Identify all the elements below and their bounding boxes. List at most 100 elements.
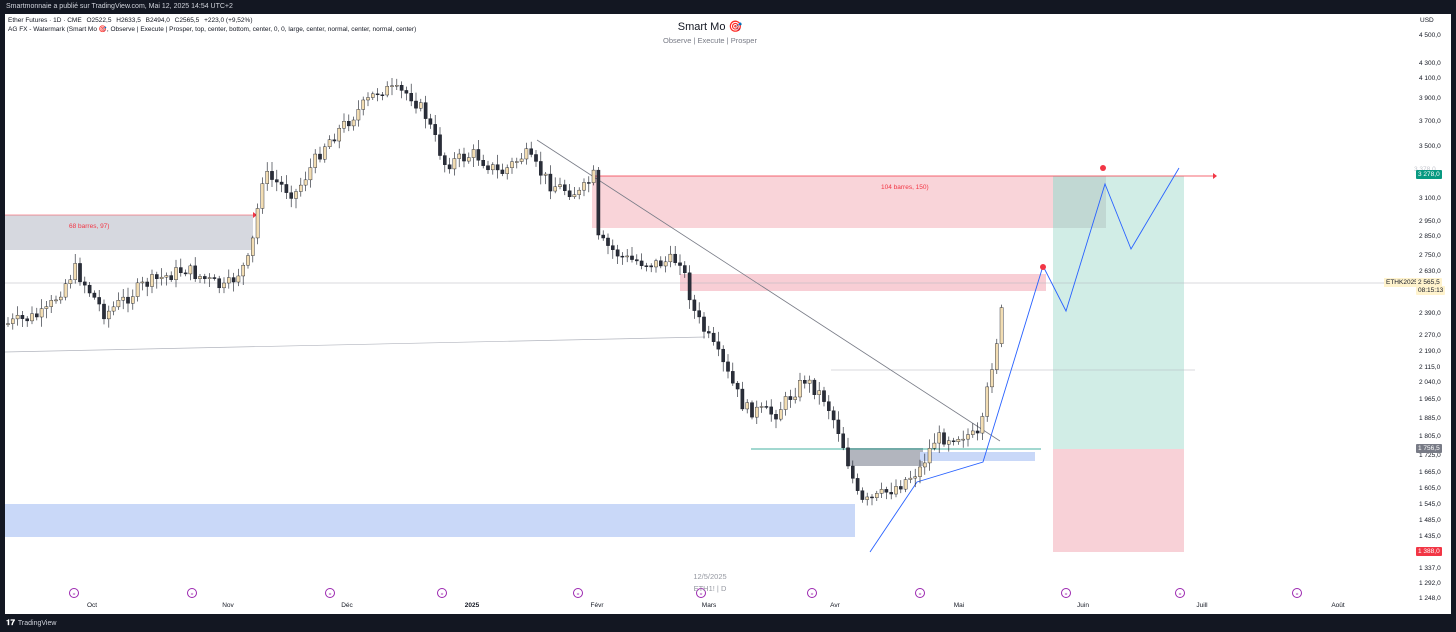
price-axis[interactable]: 4 500,0 4 300,0 4 100,0 3 900,0 3 700,0 3 500… (1415, 14, 1451, 614)
candle-body (260, 183, 265, 209)
candle-body (447, 164, 452, 170)
event-marker-icon[interactable]: » (1061, 588, 1071, 598)
candle-body (135, 282, 140, 297)
candle-body (822, 390, 826, 402)
candle-body (567, 190, 572, 198)
candle-body (956, 439, 961, 442)
candle-body (481, 160, 486, 166)
candle-body (779, 409, 783, 420)
time-axis-label: Déc (341, 602, 353, 609)
candle-body (361, 99, 366, 110)
candle-body (995, 343, 999, 370)
time-axis-label: Nov (222, 602, 234, 609)
candle-body (558, 184, 562, 187)
event-marker-icon[interactable]: » (325, 588, 335, 598)
candle-body (414, 100, 418, 109)
legend-change: +223,0 (+9,52%) (204, 17, 253, 24)
candle-body (337, 128, 342, 142)
candle-body (294, 191, 298, 199)
candle-body (635, 259, 639, 262)
symbol-tag: ETHK2025 (1384, 278, 1420, 287)
time-axis-label: Févr (590, 602, 604, 609)
candle-body (10, 318, 15, 324)
event-marker-icon[interactable]: » (573, 588, 583, 598)
candle-body (923, 462, 927, 468)
countdown-badge: 08:15:13 (1416, 286, 1446, 295)
event-marker-icon[interactable]: » (437, 588, 447, 598)
tradingview-brand[interactable]: 𝟏𝟕 TradingView (6, 618, 56, 628)
candle-body (30, 313, 34, 322)
candle-body (289, 192, 294, 199)
svg-text:»: » (576, 592, 579, 598)
event-marker-icon[interactable]: » (915, 588, 925, 598)
event-marker-icon[interactable]: » (1175, 588, 1185, 598)
candle-body (836, 419, 841, 434)
candle-body (774, 414, 778, 420)
candle-body (649, 265, 653, 268)
candle-body (519, 158, 524, 162)
candle-body (419, 102, 423, 109)
time-axis-label: 2025 (464, 602, 480, 609)
price-axis-label: 1 605,0 (1419, 485, 1441, 492)
candle-body (438, 134, 442, 156)
candle-body (553, 186, 557, 192)
chart-legend: Ether Futures · 1D · CME O2522,5 H2633,5… (8, 16, 416, 34)
event-marker-icon[interactable]: » (1292, 588, 1302, 598)
candle-body (222, 282, 226, 289)
candle-body (140, 281, 145, 284)
candle-body (702, 316, 706, 332)
price-axis-label: 3 100,0 (1419, 195, 1441, 202)
legend-symbol[interactable]: Ether Futures · 1D · CME (8, 17, 82, 24)
event-marker-icon[interactable]: » (69, 588, 79, 598)
candle-body (563, 184, 567, 191)
candle-body (390, 85, 394, 87)
candle-body (467, 157, 471, 162)
candle-body (6, 323, 10, 325)
candle-body (726, 361, 730, 372)
candle-body (927, 448, 932, 464)
legend-close: C2565,5 (174, 17, 200, 24)
chart-area[interactable]: » » » » » » » » » » » Ether Futures · 1D · CME O25… (5, 14, 1451, 614)
candle-body (611, 245, 615, 250)
candle-body (615, 249, 620, 257)
event-marker-icon[interactable]: » (187, 588, 197, 598)
candle-body (164, 275, 169, 278)
candle-body (198, 276, 202, 279)
candle-body (817, 390, 821, 395)
candle-body (471, 149, 476, 158)
price-axis-label: 2 115,0 (1419, 364, 1441, 371)
candle-body (668, 253, 673, 263)
price-axis-label: 3 900,0 (1419, 95, 1441, 102)
candle-body (102, 303, 106, 320)
candle-body (755, 406, 759, 418)
candle-body (913, 476, 917, 479)
small-grey-zone (847, 448, 923, 466)
candle-body (371, 93, 375, 98)
candle-body (491, 164, 495, 171)
svg-text:»: » (190, 592, 193, 598)
price-axis-label: 2 950,0 (1419, 218, 1441, 225)
candle-body (947, 440, 951, 445)
event-marker-icon[interactable]: » (696, 588, 706, 598)
event-markers[interactable]: » » » » » » » » » » » (69, 588, 1302, 598)
candle-body (683, 265, 687, 274)
candle-body (212, 277, 217, 279)
svg-text:»: » (72, 592, 75, 598)
currency-label[interactable]: USD (1420, 17, 1434, 24)
candle-body (121, 296, 125, 301)
candle-body (990, 369, 994, 388)
candle-body (505, 167, 510, 174)
candle-body (174, 267, 178, 280)
candle-body (980, 416, 985, 434)
legend-indicator[interactable]: AG FX - Watermark (Smart Mo 🎯, Observe |… (8, 26, 417, 33)
price-chart[interactable]: » » » » » » » » » » » (5, 14, 1451, 614)
candle-body (375, 93, 380, 96)
svg-text:»: » (918, 592, 921, 598)
candle-body (582, 182, 586, 191)
candle-body (529, 148, 533, 155)
candle-body (894, 486, 898, 495)
price-axis-label: 1 435,0 (1419, 533, 1441, 540)
candle-body (831, 410, 836, 421)
event-marker-icon[interactable]: » (807, 588, 817, 598)
